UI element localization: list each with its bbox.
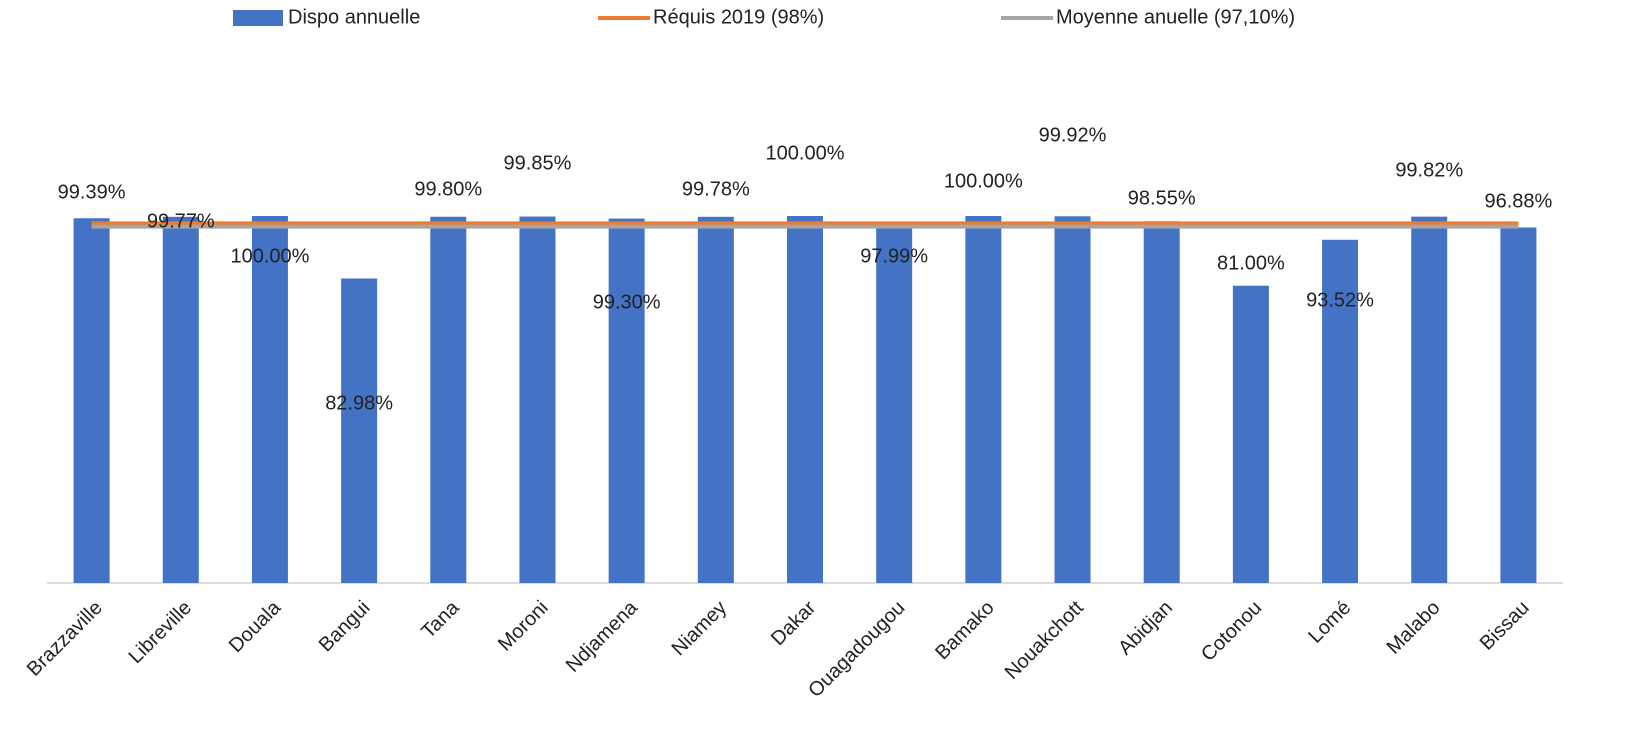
bar: [608, 218, 645, 583]
x-tick-label: Lomé: [1304, 597, 1355, 648]
bar: [1143, 221, 1180, 583]
data-label: 99.39%: [58, 181, 126, 203]
legend-label: Moyenne anuelle (97,10%): [1056, 6, 1295, 28]
data-label: 97.99%: [860, 245, 928, 267]
x-tick-label: Abidjan: [1114, 597, 1177, 660]
x-tick-label: Cotonou: [1197, 597, 1266, 666]
data-label: 99.92%: [1039, 124, 1107, 146]
data-label: 99.82%: [1395, 159, 1463, 181]
data-label: 99.30%: [593, 291, 661, 313]
bar: [1411, 216, 1448, 584]
x-tick-label: Nouakchott: [1001, 596, 1088, 683]
x-tick-label: Bamako: [931, 597, 998, 664]
x-tick-label: Moroni: [494, 597, 553, 656]
bar: [1054, 216, 1091, 584]
bar: [1232, 285, 1269, 583]
x-tick-label: Libreville: [125, 597, 196, 668]
bar: [162, 216, 199, 583]
data-label: 93.52%: [1306, 289, 1374, 311]
bar: [519, 216, 556, 583]
data-label: 100.00%: [766, 142, 845, 164]
x-tick-label: Niamey: [668, 597, 731, 660]
x-tick-label: Ndjamena: [562, 596, 643, 677]
data-label: 99.78%: [682, 178, 750, 200]
legend-label: Réquis 2019 (98%): [653, 6, 824, 28]
bar: [965, 216, 1002, 583]
bar: [73, 218, 110, 583]
data-label: 81.00%: [1217, 252, 1285, 274]
data-label: 82.98%: [325, 392, 393, 414]
x-tick-label: Tana: [417, 596, 464, 643]
data-label: 98.55%: [1128, 187, 1196, 209]
bar: [697, 216, 734, 583]
x-tick-label: Malabo: [1383, 597, 1445, 659]
bar: [251, 216, 288, 583]
x-tick-label: Douala: [225, 596, 286, 657]
bar: [876, 223, 913, 583]
data-label: 100.00%: [944, 170, 1023, 192]
data-label: 100.00%: [230, 245, 309, 267]
x-tick-label: Bangui: [315, 597, 375, 657]
data-label: 99.85%: [504, 152, 572, 174]
x-tick-label: Brazzaville: [23, 597, 107, 681]
data-label: 99.80%: [414, 178, 482, 200]
legend-swatch: [233, 10, 283, 26]
x-tick-label: Dakar: [767, 596, 821, 650]
bar: [1322, 239, 1359, 583]
bar: [1500, 227, 1537, 584]
legend-label: Dispo annuelle: [288, 6, 420, 28]
bar: [430, 216, 467, 583]
data-label: 96.88%: [1484, 190, 1552, 212]
data-label: 99.77%: [147, 210, 215, 232]
bar: [341, 278, 378, 583]
x-tick-label: Bissau: [1476, 597, 1534, 655]
bar: [787, 216, 823, 583]
